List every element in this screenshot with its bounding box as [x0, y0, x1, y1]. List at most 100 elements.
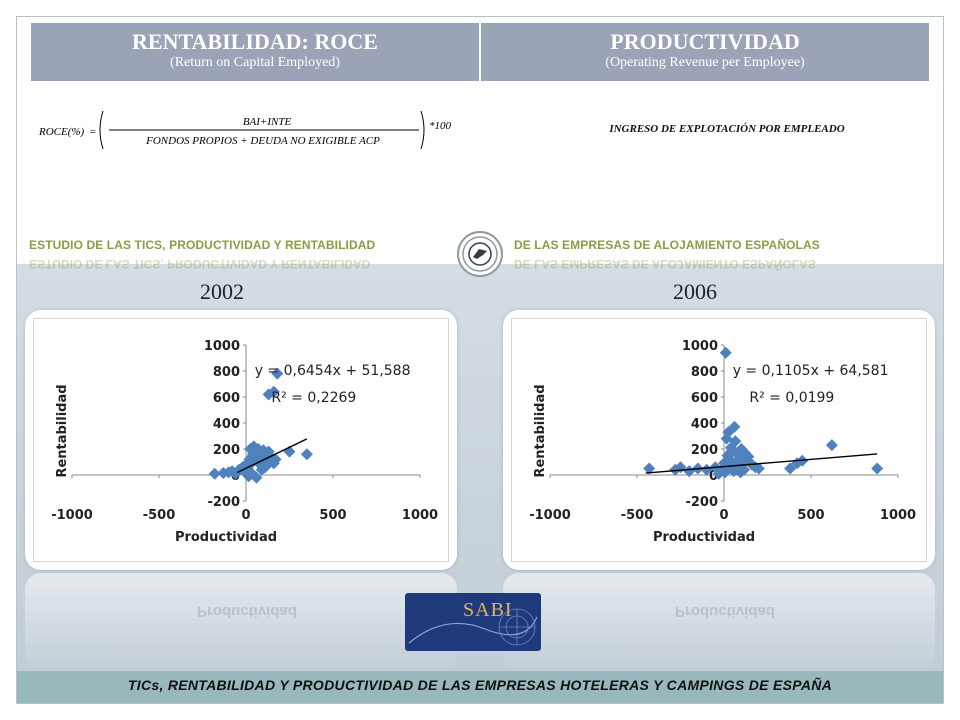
chart-panel-2006: -200 0 200 400 600 800 1000 -1000 -500 0 500 1000 Pr… — [503, 310, 935, 570]
data-point — [784, 462, 797, 475]
banner-left: ESTUDIO DE LAS TICS, PRODUCTIVIDAD Y REN… — [29, 238, 376, 252]
sabi-swoosh — [408, 616, 538, 644]
productividad-definition: INGRESO DE EXPLOTACIÓN POR EMPLEADO — [609, 123, 845, 135]
data-point — [733, 452, 746, 465]
chart-reflection-2002 — [25, 573, 457, 673]
xlabel-reflection-2006: Productividad — [675, 603, 776, 620]
formula-equals: = — [89, 126, 96, 138]
data-point — [734, 466, 747, 479]
university-seal-icon — [457, 231, 503, 277]
r-squared-label: R² = 0,2269 — [271, 390, 356, 406]
chart-panel-2002: -20002004006008001000-1000-50005001000Pr… — [25, 310, 457, 570]
x-tick-label: 500 — [797, 508, 824, 523]
data-point — [247, 440, 260, 453]
year-2002-label: 2002 — [200, 279, 244, 304]
sabi-logo-graphic — [408, 608, 538, 646]
y-axis-title: Rentabilidad — [55, 384, 70, 477]
data-point — [208, 467, 221, 480]
trendline — [645, 453, 878, 474]
productividad-header: PRODUCTIVIDAD (Operating Revenue per Emp… — [481, 23, 929, 81]
formula-multiplier: *100 — [429, 120, 452, 132]
xlabel-reflection-2002: Productividad — [197, 603, 298, 620]
data-point — [683, 465, 696, 478]
data-point — [245, 457, 258, 470]
x-tick-label: 1000 — [880, 508, 916, 523]
y-tick-label: 0 — [709, 469, 718, 484]
banner-right-reflection: DE LAS EMPRESAS DE ALOJAMIENTO ESPAÑOLAS — [514, 257, 816, 271]
chart-area-2002: -20002004006008001000-1000-50005001000Pr… — [33, 318, 449, 562]
data-point — [752, 462, 765, 475]
data-point — [246, 467, 259, 480]
data-point — [825, 439, 838, 452]
data-point — [728, 420, 741, 433]
trendline-equation: y = 0,6454x + 51,588 — [255, 363, 411, 379]
productividad-title: PRODUCTIVIDAD — [610, 29, 800, 54]
data-point — [700, 463, 713, 476]
y-tick-label: 800 — [691, 365, 718, 380]
roce-header: RENTABILIDAD: ROCE (Return on Capital Em… — [31, 23, 479, 81]
x-axis-title: Productividad — [175, 530, 277, 545]
formula-left-paren — [99, 110, 104, 150]
y-tick-label: 1000 — [682, 339, 718, 354]
chart-reflection-2006 — [503, 573, 935, 673]
x-tick-label: -500 — [143, 508, 176, 523]
trendline-equation: y = 0,1105x + 64,581 — [733, 363, 889, 379]
y-axis-title: Rentabilidad — [533, 384, 548, 477]
x-tick-label: -1000 — [51, 508, 93, 523]
banner-right: DE LAS EMPRESAS DE ALOJAMIENTO ESPAÑOLAS — [514, 238, 820, 252]
data-point — [255, 463, 268, 476]
data-point — [726, 445, 739, 458]
data-point — [262, 388, 275, 401]
r-squared-label: R² = 0,0199 — [749, 390, 834, 406]
y-tick-label: -200 — [685, 495, 718, 510]
data-point — [259, 461, 272, 474]
data-point — [719, 346, 732, 359]
y-tick-label: 600 — [213, 391, 240, 406]
x-tick-label: -500 — [621, 508, 654, 523]
x-axis-title: Productividad — [653, 530, 755, 545]
scatter-chart-2002: -20002004006008001000-1000-50005001000Pr… — [51, 339, 438, 545]
y-tick-label: 1000 — [204, 339, 240, 354]
x-tick-label: -1000 — [529, 508, 571, 523]
productividad-subtitle: (Operating Revenue per Employee) — [605, 55, 805, 70]
roce-subtitle: (Return on Capital Employed) — [170, 55, 340, 70]
formula-denominator: FONDOS PROPIOS + DEUDA NO EXIGIBLE ACP — [145, 135, 380, 147]
chart-area-2006: -200 0 200 400 600 800 1000 -1000 -500 0 500 1000 Pr… — [511, 318, 927, 562]
sabi-logo: SABI — [405, 593, 541, 651]
data-point — [269, 453, 282, 466]
footer-bar: TICs, RENTABILIDAD Y PRODUCTIVIDAD DE LA… — [17, 671, 943, 703]
data-point — [669, 463, 682, 476]
data-point — [871, 462, 884, 475]
x-tick-label: 0 — [241, 508, 250, 523]
data-point — [712, 467, 725, 480]
trendline — [236, 438, 308, 474]
footer-title: TICs, RENTABILIDAD Y PRODUCTIVIDAD DE LA… — [127, 677, 833, 693]
y-tick-label: -200 — [207, 495, 240, 510]
data-point — [674, 461, 687, 474]
y-tick-label: 200 — [213, 443, 240, 458]
data-point — [735, 443, 748, 455]
year-2006-label: 2006 — [673, 279, 717, 304]
y-tick-label: 400 — [691, 417, 718, 432]
data-point — [300, 448, 313, 461]
banner-left-reflection: ESTUDIO DE LAS TICS, PRODUCTIVIDAD Y REN… — [29, 257, 371, 271]
formula-numerator: BAI+INTE — [243, 116, 292, 128]
roce-formula-graphic: ROCE(%) = BAI+INTE FONDOS PROPIOS + DEUD… — [38, 110, 452, 150]
x-tick-label: 1000 — [402, 508, 438, 523]
data-point — [643, 462, 656, 475]
y-tick-label: 200 — [691, 443, 718, 458]
formula-right-paren — [420, 110, 425, 150]
x-tick-label: 0 — [719, 508, 728, 523]
data-point — [267, 385, 280, 398]
y-tick-label: 800 — [213, 365, 240, 380]
roce-title: RENTABILIDAD: ROCE — [132, 29, 378, 54]
roce-formula: ROCE(%) = BAI+INTE FONDOS PROPIOS + DEUD… — [37, 105, 467, 155]
data-point — [738, 463, 751, 476]
y-tick-label: 600 — [691, 391, 718, 406]
data-point — [729, 435, 742, 448]
data-point — [242, 470, 255, 483]
data-point — [271, 367, 284, 380]
seal-emblem — [473, 249, 487, 259]
y-tick-label: 400 — [213, 417, 240, 432]
